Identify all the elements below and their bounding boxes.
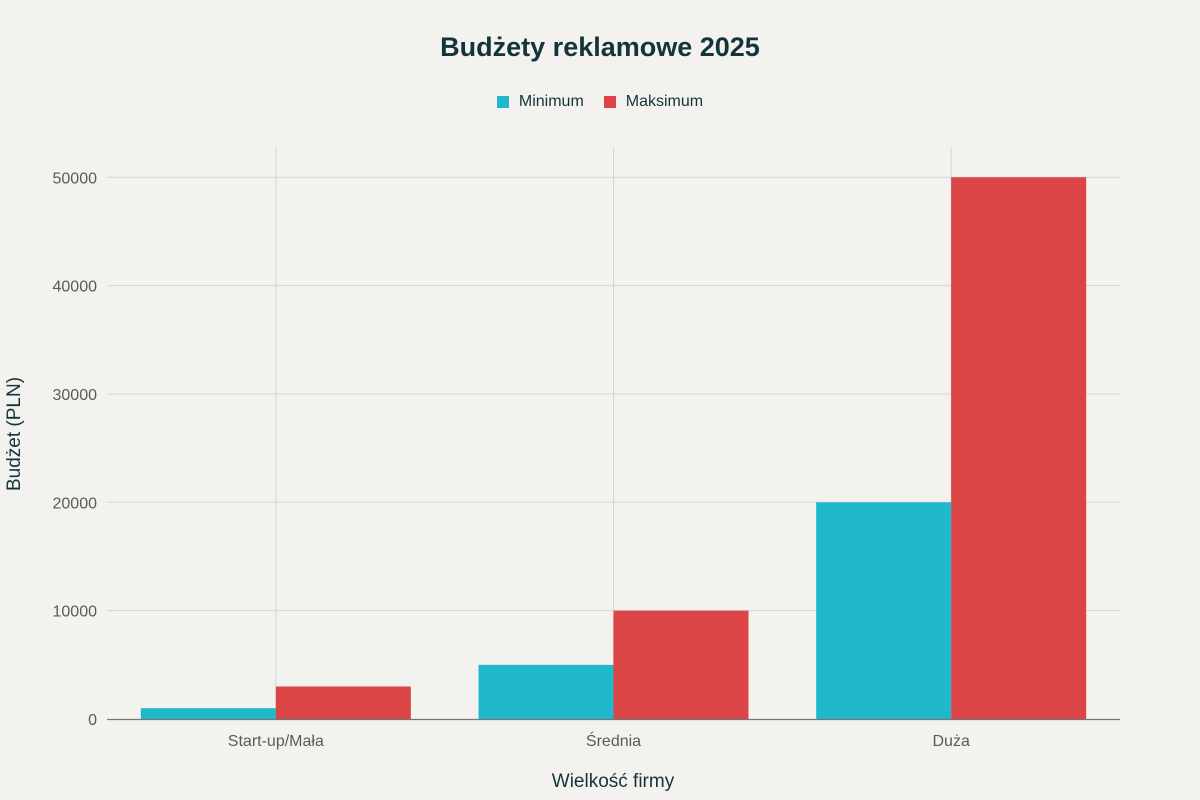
legend: Minimum Maksimum <box>0 93 1200 111</box>
y-axis-label: Budżet (PLN) <box>4 377 25 491</box>
x-axis-label: Wielkość firmy <box>552 771 675 792</box>
y-tick-label: 30000 <box>53 387 98 404</box>
legend-item-maksimum[interactable]: Maksimum <box>603 93 704 111</box>
bar-maksimum-2[interactable] <box>951 177 1087 719</box>
y-tick-label: 50000 <box>53 170 98 187</box>
bar-minimum-0[interactable] <box>140 708 276 719</box>
bar-maksimum-1[interactable] <box>613 610 749 719</box>
legend-swatch-maksimum <box>603 96 616 108</box>
x-tick-label: Średnia <box>586 731 641 750</box>
legend-swatch-minimum <box>496 96 509 108</box>
bar-maksimum-0[interactable] <box>275 686 411 719</box>
legend-label-maksimum: Maksimum <box>625 93 704 110</box>
x-tick-label: Duża <box>932 733 969 750</box>
chart-title: Budżety reklamowe 2025 <box>440 32 760 62</box>
legend-label-minimum: Minimum <box>518 93 584 110</box>
y-tick-label: 0 <box>88 712 97 729</box>
bar-minimum-2[interactable] <box>816 502 952 719</box>
y-tick-label: 40000 <box>53 279 98 296</box>
bar-minimum-1[interactable] <box>478 664 614 719</box>
legend-item-minimum[interactable]: Minimum <box>496 93 584 111</box>
x-tick-label: Start-up/Mała <box>228 733 324 750</box>
y-tick-label: 10000 <box>53 604 98 621</box>
y-tick-label: 20000 <box>53 495 98 512</box>
